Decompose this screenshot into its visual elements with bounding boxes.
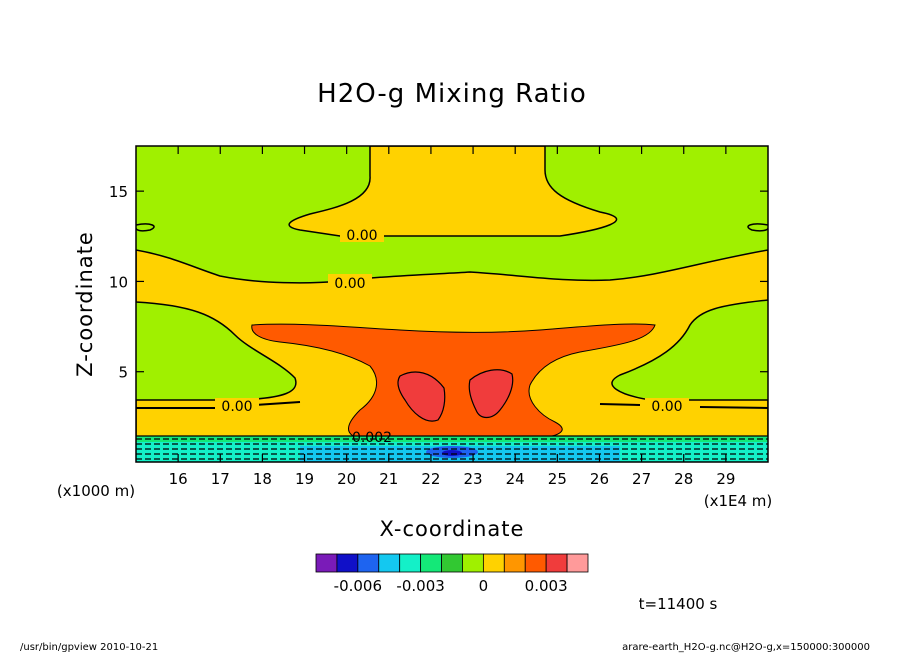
colorbar-tick-label: 0.003: [525, 577, 568, 595]
contour-line: [136, 223, 768, 232]
x-tick-label: 27: [632, 470, 651, 488]
x-tick-label: 18: [253, 470, 272, 488]
x-tick-label: 22: [421, 470, 440, 488]
y-tick-label: 15: [109, 183, 128, 201]
colorbar-swatch: [357, 553, 380, 573]
contour-label: 0.00: [346, 228, 377, 244]
x-tick-label: 16: [169, 470, 188, 488]
contour-label: 0.00: [651, 399, 682, 415]
y-tick-label: 10: [109, 273, 128, 291]
colorbar-swatch: [524, 553, 547, 573]
colorbar-swatch: [378, 553, 401, 573]
y-tick-label: 5: [118, 364, 128, 382]
x-unit-label: (x1E4 m): [704, 492, 773, 510]
contour-label: 0.00: [221, 399, 252, 415]
x-axis: 16 17 18 19 20 21 22 23 24 25 26 27 28 29: [169, 146, 735, 488]
level-0.002-region: [251, 323, 656, 439]
x-tick-label: 19: [295, 470, 314, 488]
x-tick-label: 20: [337, 470, 356, 488]
colorbar-tick-label: 0: [479, 577, 489, 595]
contour-line: [136, 401, 301, 409]
y-unit-label: (x1000 m): [57, 482, 135, 500]
colorbar-swatch: [462, 553, 484, 573]
colorbar-swatch: [545, 553, 568, 573]
level-0.003-cell-left: [397, 371, 446, 422]
colorbar-swatch: [399, 553, 422, 573]
colorbar: -0.006 -0.003 0 0.003: [315, 553, 589, 595]
chart-title: H2O-g Mixing Ratio: [317, 79, 587, 109]
colorbar-swatch: [336, 553, 359, 573]
contour-line: [599, 403, 768, 409]
contour-label: 0.002: [352, 430, 392, 446]
x-tick-label: 25: [548, 470, 567, 488]
colorbar-tick-label: -0.003: [396, 577, 444, 595]
level-0.003-cell-right: [468, 369, 514, 419]
y-axis-label: Z-coordinate: [73, 231, 97, 377]
footer-left: /usr/bin/gpview 2010-10-21: [20, 642, 158, 653]
x-tick-label: 24: [506, 470, 525, 488]
x-axis-label: X-coordinate: [380, 517, 525, 541]
contour-labels: 0.00 0.00 0.00 0.00 0.002: [215, 226, 689, 446]
colorbar-swatch: [315, 553, 338, 573]
colorbar-swatch: [566, 553, 589, 573]
x-tick-label: 26: [590, 470, 609, 488]
surface-minimum-core: [442, 450, 462, 456]
x-tick-label: 23: [464, 470, 483, 488]
contour-label: 0.00: [334, 276, 365, 292]
time-label: t=11400 s: [639, 595, 718, 613]
level-0.001-region: [288, 146, 618, 237]
y-axis: 5 10 15: [109, 183, 768, 382]
plot-frame: [135, 145, 769, 463]
x-tick-label: 17: [211, 470, 230, 488]
x-tick-label: 28: [674, 470, 693, 488]
x-tick-label: 21: [379, 470, 398, 488]
colorbar-swatch: [441, 553, 463, 573]
colorbar-swatch: [420, 553, 442, 573]
colorbar-swatch: [482, 553, 505, 573]
footer-right: arare-earth_H2O-g.nc@H2O-g,x=150000:3000…: [622, 642, 870, 653]
colorbar-swatch: [503, 553, 526, 573]
colorbar-tick-label: -0.006: [334, 577, 382, 595]
contour-line-dashed: [136, 438, 768, 460]
x-tick-label: 29: [716, 470, 735, 488]
